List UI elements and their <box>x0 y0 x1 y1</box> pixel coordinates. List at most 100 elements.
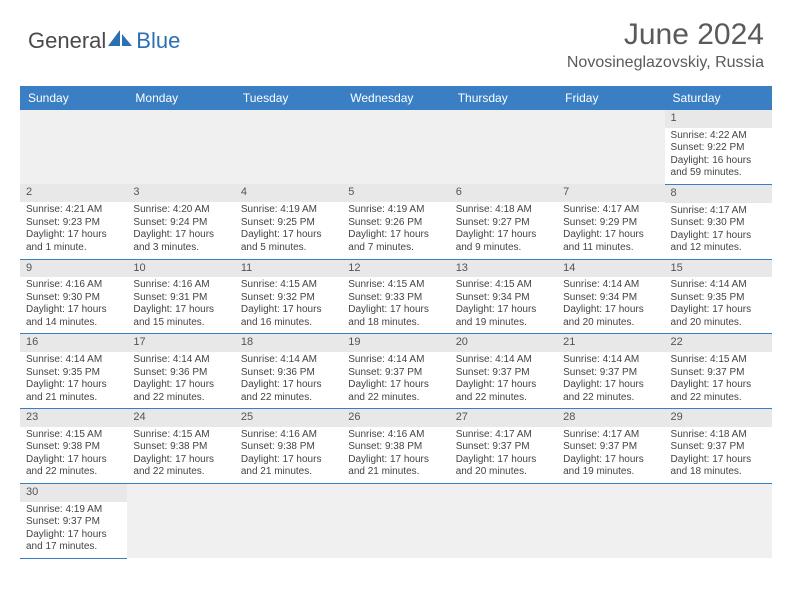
day-number: 25 <box>235 409 342 427</box>
day-info: Sunrise: 4:16 AMSunset: 9:38 PMDaylight:… <box>342 427 449 483</box>
day-number: 15 <box>665 260 772 278</box>
day-info: Sunrise: 4:15 AMSunset: 9:34 PMDaylight:… <box>450 277 557 333</box>
weekday-header-row: Sunday Monday Tuesday Wednesday Thursday… <box>20 86 772 110</box>
day-number: 29 <box>665 409 772 427</box>
day-info: Sunrise: 4:19 AMSunset: 9:37 PMDaylight:… <box>20 502 127 558</box>
day-number: 5 <box>342 184 449 202</box>
calendar-cell: 10Sunrise: 4:16 AMSunset: 9:31 PMDayligh… <box>127 259 234 334</box>
daylight-line: Daylight: 17 hours and 14 minutes. <box>26 304 121 329</box>
sunset-line: Sunset: 9:23 PM <box>26 217 121 230</box>
sunset-line: Sunset: 9:32 PM <box>241 292 336 305</box>
day-number: 21 <box>557 334 664 352</box>
daylight-line: Daylight: 17 hours and 16 minutes. <box>241 304 336 329</box>
day-number: 18 <box>235 334 342 352</box>
day-number: 27 <box>450 409 557 427</box>
day-number: 3 <box>127 184 234 202</box>
sunrise-line: Sunrise: 4:17 AM <box>563 204 658 217</box>
calendar-cell: 16Sunrise: 4:14 AMSunset: 9:35 PMDayligh… <box>20 334 127 409</box>
sunrise-line: Sunrise: 4:14 AM <box>241 354 336 367</box>
day-info: Sunrise: 4:15 AMSunset: 9:33 PMDaylight:… <box>342 277 449 333</box>
sunrise-line: Sunrise: 4:20 AM <box>133 204 228 217</box>
day-info: Sunrise: 4:15 AMSunset: 9:37 PMDaylight:… <box>665 352 772 408</box>
calendar-cell: 11Sunrise: 4:15 AMSunset: 9:32 PMDayligh… <box>235 259 342 334</box>
day-info: Sunrise: 4:14 AMSunset: 9:37 PMDaylight:… <box>342 352 449 408</box>
day-number: 17 <box>127 334 234 352</box>
day-info: Sunrise: 4:16 AMSunset: 9:38 PMDaylight:… <box>235 427 342 483</box>
daylight-line: Daylight: 17 hours and 11 minutes. <box>563 229 658 254</box>
day-number: 30 <box>20 484 127 502</box>
day-info: Sunrise: 4:15 AMSunset: 9:38 PMDaylight:… <box>20 427 127 483</box>
daylight-line: Daylight: 17 hours and 19 minutes. <box>456 304 551 329</box>
day-info: Sunrise: 4:20 AMSunset: 9:24 PMDaylight:… <box>127 202 234 258</box>
day-info: Sunrise: 4:18 AMSunset: 9:27 PMDaylight:… <box>450 202 557 258</box>
calendar-cell: 1Sunrise: 4:22 AMSunset: 9:22 PMDaylight… <box>665 110 772 184</box>
day-info: Sunrise: 4:14 AMSunset: 9:35 PMDaylight:… <box>665 277 772 333</box>
calendar-cell: 18Sunrise: 4:14 AMSunset: 9:36 PMDayligh… <box>235 334 342 409</box>
day-number: 28 <box>557 409 664 427</box>
daylight-line: Daylight: 17 hours and 21 minutes. <box>348 454 443 479</box>
logo: General Blue <box>28 28 180 54</box>
month-title: June 2024 <box>567 18 764 52</box>
sunset-line: Sunset: 9:26 PM <box>348 217 443 230</box>
sunset-line: Sunset: 9:34 PM <box>563 292 658 305</box>
calendar-cell: 3Sunrise: 4:20 AMSunset: 9:24 PMDaylight… <box>127 184 234 259</box>
day-info: Sunrise: 4:16 AMSunset: 9:30 PMDaylight:… <box>20 277 127 333</box>
calendar-cell: 24Sunrise: 4:15 AMSunset: 9:38 PMDayligh… <box>127 409 234 484</box>
calendar-cell: 5Sunrise: 4:19 AMSunset: 9:26 PMDaylight… <box>342 184 449 259</box>
daylight-line: Daylight: 17 hours and 12 minutes. <box>671 230 766 255</box>
sunrise-line: Sunrise: 4:22 AM <box>671 130 766 143</box>
calendar-cell: 9Sunrise: 4:16 AMSunset: 9:30 PMDaylight… <box>20 259 127 334</box>
sunrise-line: Sunrise: 4:15 AM <box>671 354 766 367</box>
title-block: June 2024 Novosineglazovskiy, Russia <box>567 18 764 72</box>
calendar-cell: 20Sunrise: 4:14 AMSunset: 9:37 PMDayligh… <box>450 334 557 409</box>
sunrise-line: Sunrise: 4:18 AM <box>671 429 766 442</box>
day-info: Sunrise: 4:19 AMSunset: 9:26 PMDaylight:… <box>342 202 449 258</box>
daylight-line: Daylight: 17 hours and 21 minutes. <box>26 379 121 404</box>
sunrise-line: Sunrise: 4:19 AM <box>348 204 443 217</box>
day-number: 1 <box>665 110 772 128</box>
calendar-cell <box>20 110 127 184</box>
daylight-line: Daylight: 17 hours and 22 minutes. <box>241 379 336 404</box>
sunset-line: Sunset: 9:38 PM <box>348 441 443 454</box>
sunrise-line: Sunrise: 4:17 AM <box>563 429 658 442</box>
sunset-line: Sunset: 9:37 PM <box>26 516 121 529</box>
calendar-cell <box>127 110 234 184</box>
sunrise-line: Sunrise: 4:16 AM <box>26 279 121 292</box>
daylight-line: Daylight: 16 hours and 59 minutes. <box>671 155 766 180</box>
day-number: 14 <box>557 260 664 278</box>
daylight-line: Daylight: 17 hours and 22 minutes. <box>133 379 228 404</box>
header: General Blue June 2024 Novosineglazovski… <box>0 0 792 80</box>
daylight-line: Daylight: 17 hours and 22 minutes. <box>671 379 766 404</box>
calendar-row: 23Sunrise: 4:15 AMSunset: 9:38 PMDayligh… <box>20 409 772 484</box>
calendar-row: 1Sunrise: 4:22 AMSunset: 9:22 PMDaylight… <box>20 110 772 184</box>
sunset-line: Sunset: 9:25 PM <box>241 217 336 230</box>
daylight-line: Daylight: 17 hours and 15 minutes. <box>133 304 228 329</box>
sunrise-line: Sunrise: 4:15 AM <box>133 429 228 442</box>
sunrise-line: Sunrise: 4:14 AM <box>563 354 658 367</box>
day-number: 4 <box>235 184 342 202</box>
calendar-cell <box>235 483 342 558</box>
day-info: Sunrise: 4:14 AMSunset: 9:36 PMDaylight:… <box>127 352 234 408</box>
sunrise-line: Sunrise: 4:17 AM <box>671 205 766 218</box>
sunset-line: Sunset: 9:34 PM <box>456 292 551 305</box>
daylight-line: Daylight: 17 hours and 22 minutes. <box>456 379 551 404</box>
sunrise-line: Sunrise: 4:18 AM <box>456 204 551 217</box>
logo-text-2: Blue <box>136 28 180 54</box>
calendar-cell: 13Sunrise: 4:15 AMSunset: 9:34 PMDayligh… <box>450 259 557 334</box>
day-info: Sunrise: 4:21 AMSunset: 9:23 PMDaylight:… <box>20 202 127 258</box>
sunset-line: Sunset: 9:30 PM <box>671 217 766 230</box>
calendar-cell: 25Sunrise: 4:16 AMSunset: 9:38 PMDayligh… <box>235 409 342 484</box>
sunrise-line: Sunrise: 4:21 AM <box>26 204 121 217</box>
sunrise-line: Sunrise: 4:14 AM <box>26 354 121 367</box>
sunrise-line: Sunrise: 4:16 AM <box>133 279 228 292</box>
sunrise-line: Sunrise: 4:15 AM <box>348 279 443 292</box>
calendar-cell: 27Sunrise: 4:17 AMSunset: 9:37 PMDayligh… <box>450 409 557 484</box>
daylight-line: Daylight: 17 hours and 22 minutes. <box>133 454 228 479</box>
sunrise-line: Sunrise: 4:19 AM <box>26 504 121 517</box>
sunrise-line: Sunrise: 4:17 AM <box>456 429 551 442</box>
sunrise-line: Sunrise: 4:14 AM <box>456 354 551 367</box>
day-info: Sunrise: 4:14 AMSunset: 9:37 PMDaylight:… <box>450 352 557 408</box>
weekday-header: Friday <box>557 86 664 110</box>
sunset-line: Sunset: 9:38 PM <box>241 441 336 454</box>
day-info: Sunrise: 4:17 AMSunset: 9:29 PMDaylight:… <box>557 202 664 258</box>
